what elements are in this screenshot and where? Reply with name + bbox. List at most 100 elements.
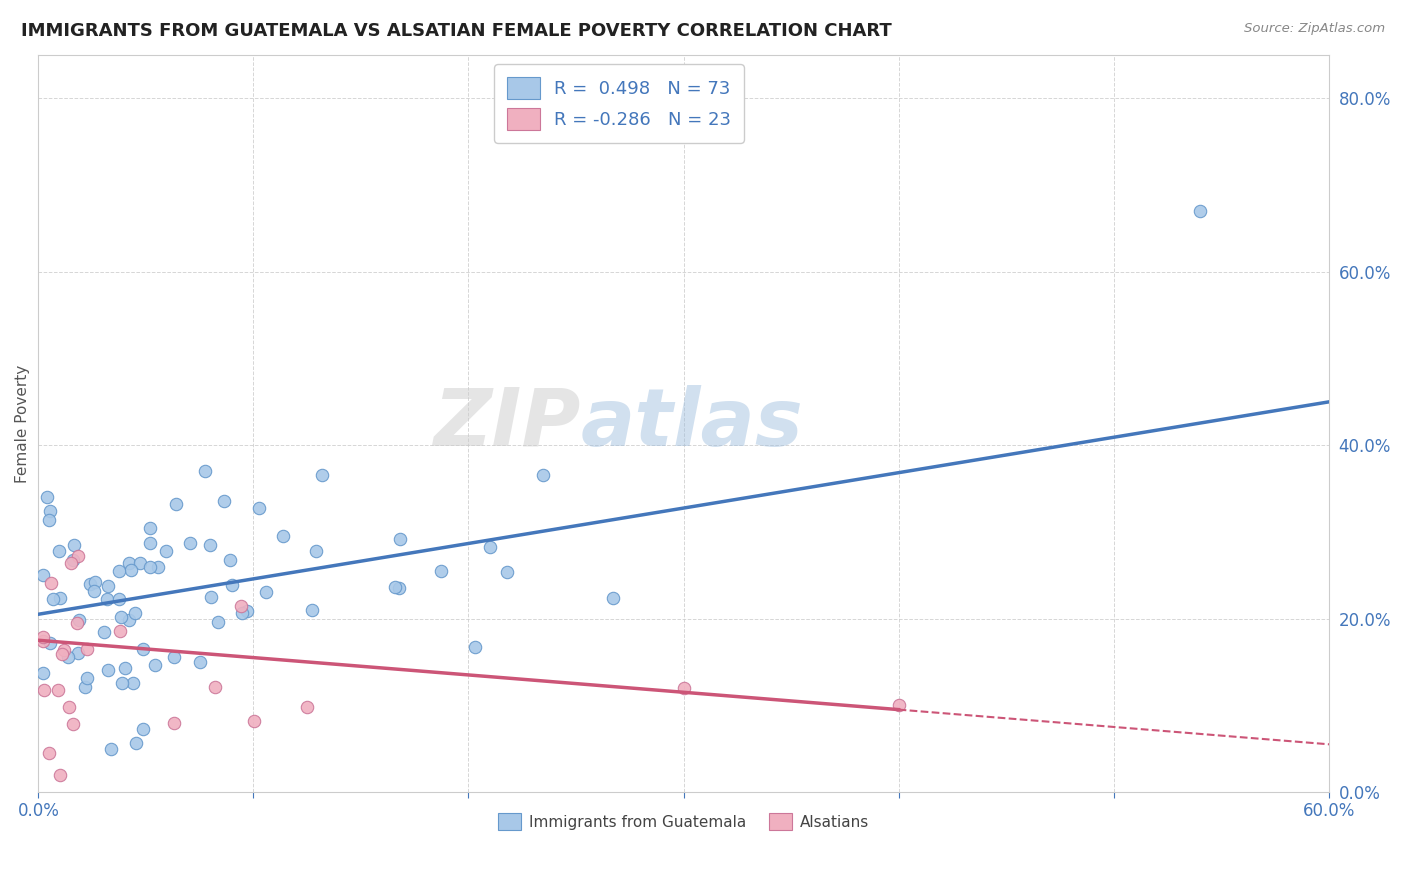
Point <box>221 578 243 592</box>
Point <box>231 599 253 613</box>
Point <box>139 536 162 550</box>
Point <box>118 556 141 570</box>
Point <box>231 606 253 620</box>
Point <box>66 646 89 660</box>
Point <box>66 616 89 631</box>
Point <box>83 583 105 598</box>
Point <box>110 609 132 624</box>
Point <box>49 591 72 606</box>
Point <box>273 529 295 543</box>
Point <box>107 591 129 606</box>
Point <box>60 556 83 570</box>
Point <box>129 556 152 570</box>
Point <box>672 681 695 695</box>
Point <box>66 549 89 563</box>
Point <box>75 680 97 694</box>
Point <box>93 624 115 639</box>
Point <box>58 649 80 664</box>
Point <box>39 576 62 591</box>
Point <box>46 683 69 698</box>
Point <box>48 543 70 558</box>
Point <box>194 464 217 478</box>
Text: atlas: atlas <box>581 384 803 463</box>
Point <box>62 716 84 731</box>
Point <box>495 565 517 579</box>
Point <box>430 564 453 578</box>
Point <box>114 661 136 675</box>
Point <box>51 647 73 661</box>
Point <box>111 676 134 690</box>
Point <box>163 716 186 731</box>
Point <box>34 683 56 698</box>
Point <box>100 741 122 756</box>
Text: Source: ZipAtlas.com: Source: ZipAtlas.com <box>1244 22 1385 36</box>
Point <box>62 553 84 567</box>
Point <box>218 552 240 566</box>
Point <box>204 680 226 694</box>
Point <box>162 649 184 664</box>
Point <box>139 559 162 574</box>
Point <box>139 521 162 535</box>
Point <box>108 624 131 639</box>
Point <box>52 642 75 657</box>
Point <box>295 699 318 714</box>
Point <box>96 592 118 607</box>
Point <box>1188 204 1211 219</box>
Point <box>79 577 101 591</box>
Point <box>200 590 222 604</box>
Point <box>301 603 323 617</box>
Point <box>31 630 53 644</box>
Point <box>236 604 259 618</box>
Point <box>131 722 153 736</box>
Point <box>63 538 86 552</box>
Point <box>42 591 65 606</box>
Y-axis label: Female Poverty: Female Poverty <box>15 365 30 483</box>
Point <box>97 663 120 677</box>
Point <box>132 642 155 657</box>
Point <box>389 533 412 547</box>
Point <box>304 543 326 558</box>
Point <box>31 568 53 582</box>
Point <box>39 504 62 518</box>
Point <box>243 714 266 729</box>
Point <box>207 615 229 629</box>
Legend: Immigrants from Guatemala, Alsatians: Immigrants from Guatemala, Alsatians <box>492 807 875 836</box>
Point <box>58 700 80 714</box>
Point <box>32 633 55 648</box>
Point <box>311 467 333 482</box>
Point <box>38 636 60 650</box>
Point <box>254 585 277 599</box>
Text: ZIP: ZIP <box>433 384 581 463</box>
Point <box>188 655 211 669</box>
Point <box>247 500 270 515</box>
Point <box>179 536 201 550</box>
Point <box>76 671 98 685</box>
Point <box>388 581 411 595</box>
Point <box>76 642 98 657</box>
Point <box>531 468 554 483</box>
Point <box>38 513 60 527</box>
Point <box>146 560 169 574</box>
Point <box>602 591 624 606</box>
Point <box>84 574 107 589</box>
Point <box>125 736 148 750</box>
Point <box>31 666 53 681</box>
Point <box>108 565 131 579</box>
Point <box>478 540 501 554</box>
Point <box>198 538 221 552</box>
Point <box>166 498 188 512</box>
Point <box>48 767 70 781</box>
Point <box>118 614 141 628</box>
Point <box>35 490 58 504</box>
Point <box>384 580 406 594</box>
Point <box>887 698 910 713</box>
Point <box>120 563 142 577</box>
Point <box>214 494 236 508</box>
Point <box>155 544 177 558</box>
Point <box>122 676 145 690</box>
Text: IMMIGRANTS FROM GUATEMALA VS ALSATIAN FEMALE POVERTY CORRELATION CHART: IMMIGRANTS FROM GUATEMALA VS ALSATIAN FE… <box>21 22 891 40</box>
Point <box>67 614 90 628</box>
Point <box>464 640 486 655</box>
Point <box>143 658 166 673</box>
Point <box>38 746 60 760</box>
